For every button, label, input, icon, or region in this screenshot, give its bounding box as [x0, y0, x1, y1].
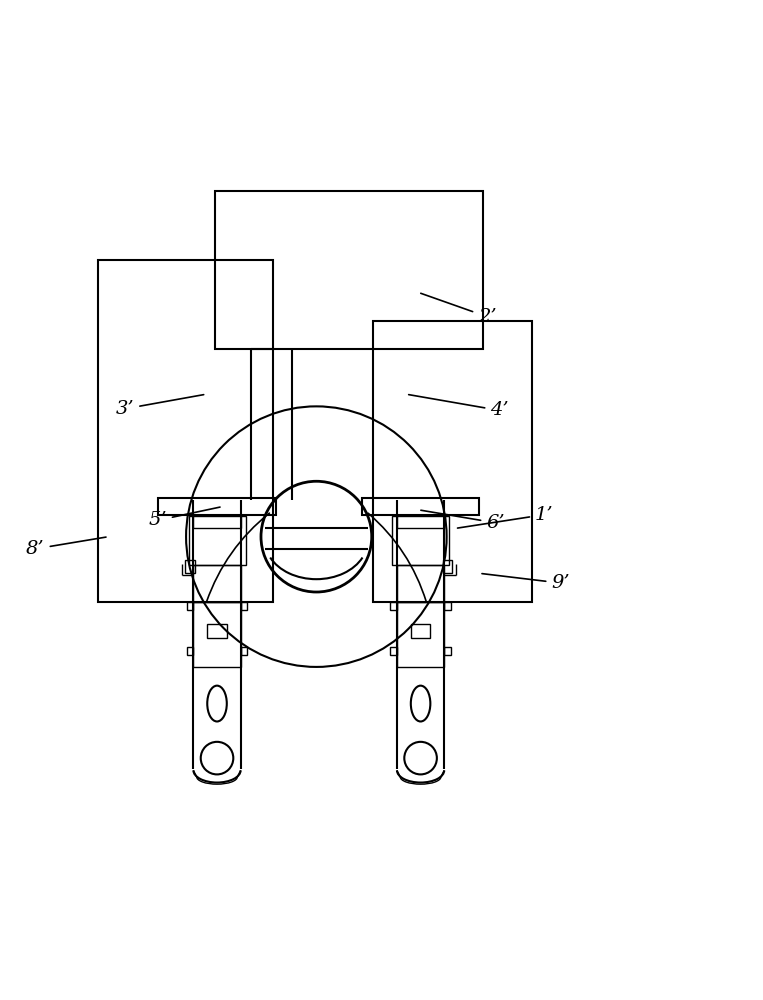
- Bar: [240, 602, 247, 610]
- Bar: [158, 498, 275, 515]
- Bar: [193, 602, 240, 667]
- Bar: [208, 624, 227, 638]
- Bar: [397, 602, 444, 667]
- Bar: [397, 565, 444, 602]
- Text: 5’: 5’: [148, 507, 220, 529]
- Bar: [391, 602, 397, 610]
- Bar: [444, 602, 451, 610]
- Bar: [362, 498, 479, 515]
- Bar: [214, 191, 483, 349]
- Bar: [187, 647, 193, 655]
- Bar: [392, 516, 449, 565]
- Text: 6’: 6’: [421, 510, 505, 532]
- Text: 1’: 1’: [458, 506, 554, 528]
- Bar: [443, 560, 452, 573]
- Bar: [397, 515, 444, 528]
- Text: 9’: 9’: [482, 574, 570, 592]
- Bar: [410, 624, 430, 638]
- Bar: [187, 602, 193, 610]
- Bar: [193, 565, 240, 602]
- Text: 3’: 3’: [116, 395, 204, 418]
- Bar: [98, 260, 273, 602]
- Bar: [185, 560, 195, 573]
- Bar: [391, 647, 397, 655]
- Text: 4’: 4’: [409, 395, 509, 419]
- Bar: [193, 515, 240, 528]
- Text: 2’: 2’: [420, 293, 497, 326]
- Text: 8’: 8’: [26, 537, 106, 558]
- Bar: [188, 516, 246, 565]
- Bar: [240, 647, 247, 655]
- Bar: [444, 647, 451, 655]
- Bar: [373, 321, 532, 602]
